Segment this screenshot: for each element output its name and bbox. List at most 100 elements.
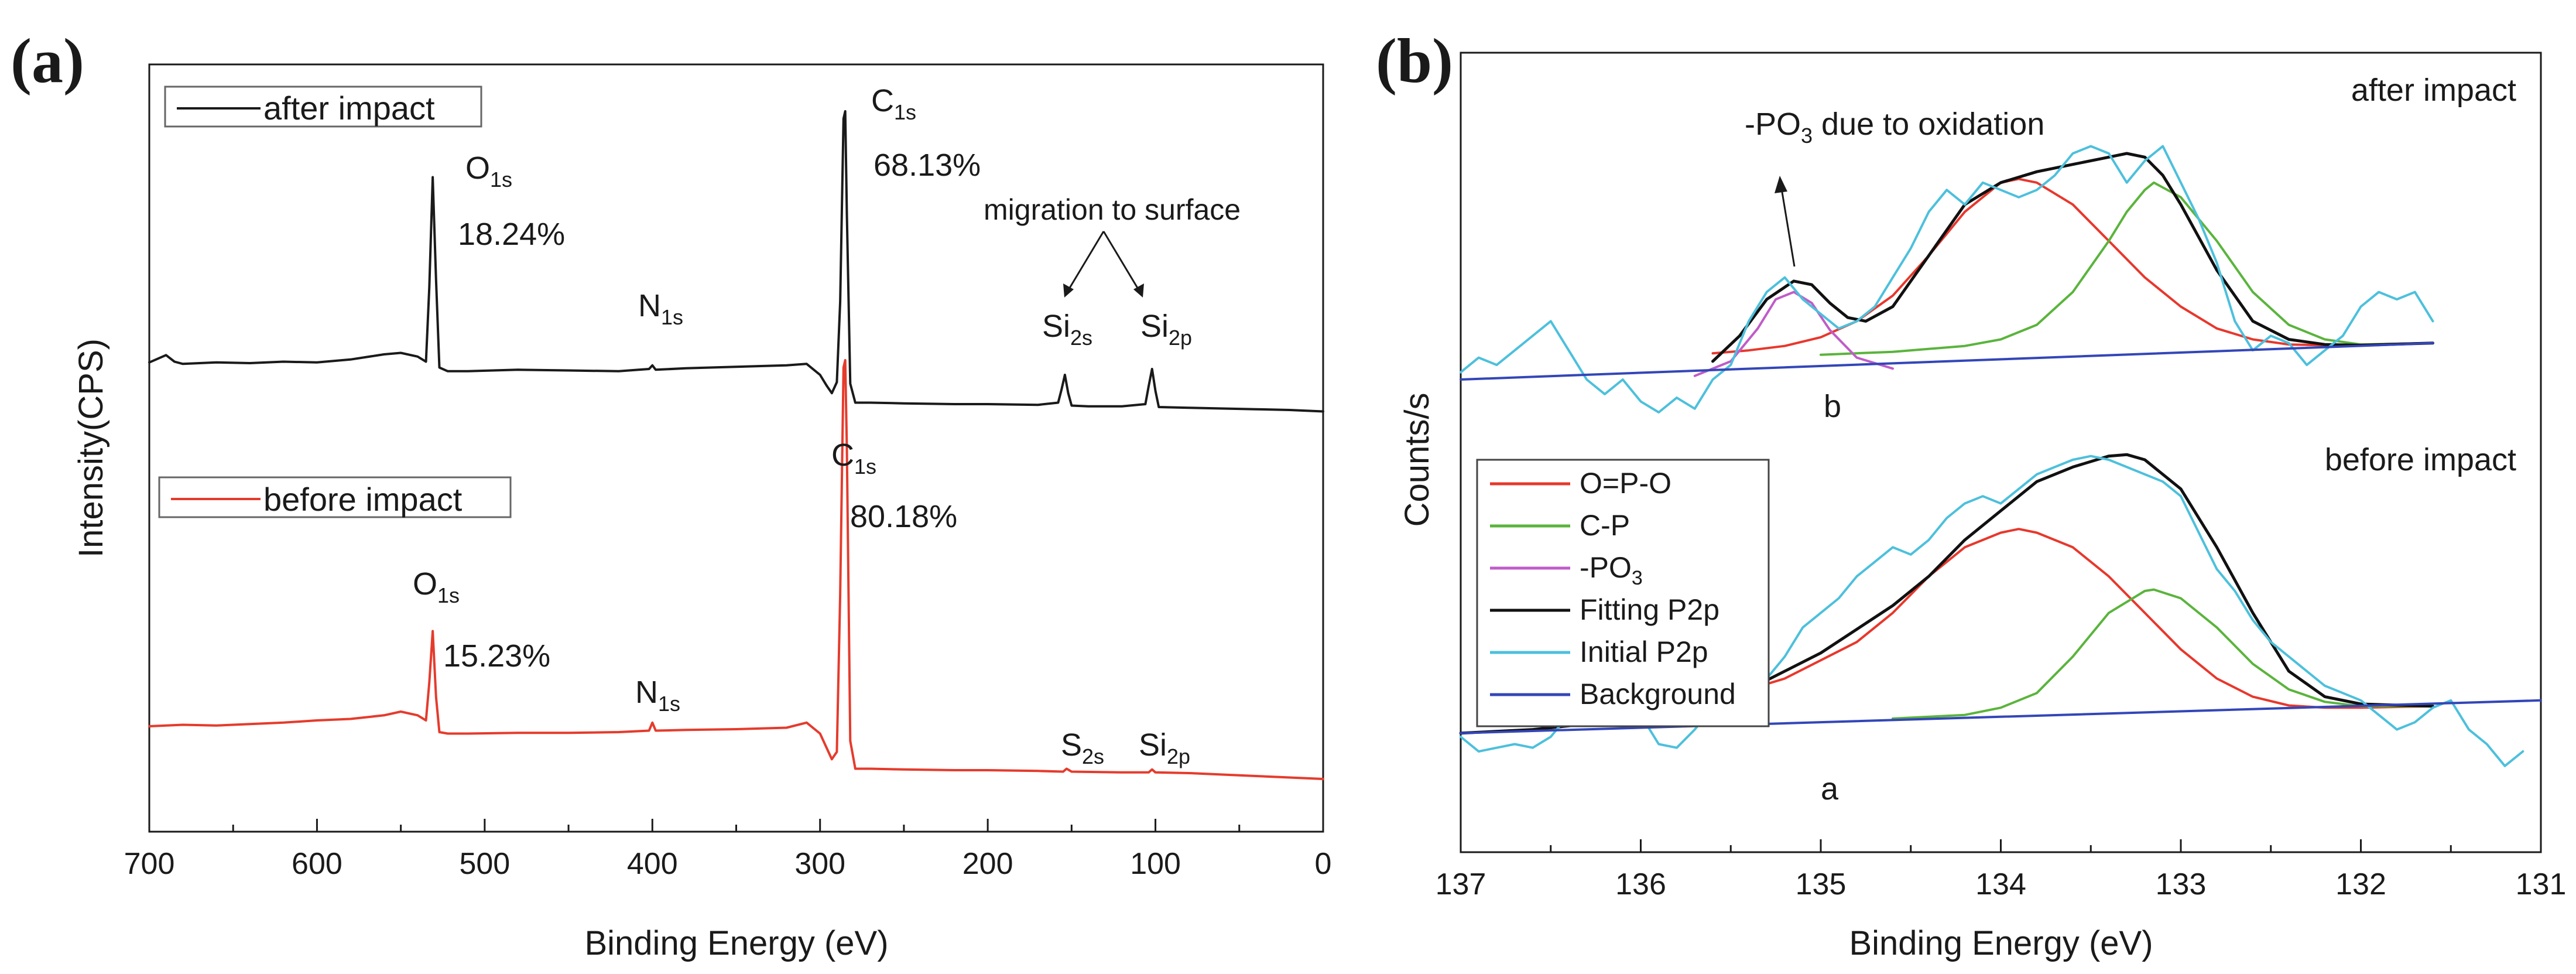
- legend-item-label: Background: [1580, 678, 1736, 710]
- migration-arrowhead-left: [1063, 283, 1074, 298]
- legend-item-text: Fitting P2p: [1580, 593, 1719, 626]
- chart-a-xtick-label: 200: [962, 847, 1013, 881]
- chart-a-ylabel: Intensity(CPS): [72, 339, 110, 558]
- chart-b-series-po3-after-impact: [1693, 291, 1894, 377]
- peak-label-si2p-after-sub: 2p: [1169, 326, 1192, 350]
- chart-a: 700 600 500 400 300 200 100 0 Binding Energy (e…: [72, 63, 1332, 962]
- chart-b-legend-box: [1476, 459, 1770, 727]
- oxidation-arrowhead: [1775, 176, 1787, 193]
- peak-label-o1s-before-main: O: [413, 566, 437, 602]
- peak-label-n1s-before: N1s: [635, 675, 680, 716]
- chart-a-xtick-label: 400: [627, 847, 678, 881]
- peak-label-si2p-before-main: Si: [1139, 727, 1167, 763]
- chart-a-xtick-label: 500: [459, 847, 510, 881]
- legend-item-text: O=P-O: [1580, 467, 1671, 500]
- panel-a-label: (a): [11, 26, 84, 96]
- legend-item-label: Initial P2p: [1580, 635, 1708, 668]
- chart-b-series-o-p-o-after-impact: [1711, 177, 2434, 355]
- oxidation-arrow: [1780, 188, 1796, 267]
- chart-a-xtick-label: 700: [124, 847, 175, 881]
- peak-label-si2p-after: Si2p: [1140, 309, 1192, 350]
- peak-value-o1s-after: 18.24%: [458, 217, 565, 252]
- legend-item-label: C-P: [1580, 509, 1630, 542]
- peak-label-c1s-before-sub: 1s: [854, 454, 876, 479]
- oxidation-annotation-suffix: due to oxidation: [1813, 107, 2044, 142]
- peak-label-s2s-before: S2s: [1061, 727, 1104, 768]
- legend-item-label: -PO3: [1580, 551, 1643, 589]
- chart-b-series-background-after-impact: [1460, 341, 2434, 381]
- migration-arrow-right: [1102, 231, 1140, 291]
- peak-label-c1s-before-main: C: [831, 438, 854, 473]
- peak-value-o1s-before: 15.23%: [443, 638, 550, 674]
- chart-b-xtick-label: 134: [1975, 867, 2026, 901]
- panel-b-label: (b): [1376, 26, 1453, 96]
- chart-a-series: [148, 110, 1324, 780]
- chart-b-xtick-label: 136: [1615, 867, 1666, 901]
- chart-a-xtick-label: 100: [1130, 847, 1181, 881]
- peak-label-si2s-after-sub: 2s: [1070, 326, 1092, 350]
- chart-a-xtick-label: 0: [1315, 847, 1332, 881]
- chart-a-frame: [148, 63, 1324, 833]
- legend-label-before: before impact: [263, 481, 463, 518]
- chart-b-legend-items: O=P-O C-P -PO3 Fitting P2p Initial P2p Backgr…: [1490, 467, 1736, 710]
- chart-a-series-before-impact: [148, 359, 1324, 780]
- chart-b-xtick-label: 131: [2516, 867, 2567, 901]
- peak-label-o1s-after-sub: 1s: [490, 168, 512, 192]
- peak-label-c1s-before: C1s: [831, 438, 876, 479]
- peak-label-n1s-before-main: N: [635, 675, 658, 710]
- peak-label-si2p-after-main: Si: [1140, 309, 1169, 344]
- migration-label: migration to surface: [984, 193, 1241, 226]
- peak-value-c1s-before: 80.18%: [850, 499, 957, 534]
- peak-label-s2s-before-main: S: [1061, 727, 1082, 763]
- peak-label-n1s-after-main: N: [638, 288, 661, 323]
- peak-label-n1s-after-sub: 1s: [661, 305, 683, 329]
- peak-label-s2s-before-sub: 2s: [1082, 744, 1104, 768]
- oxidation-annotation-main: -PO: [1745, 107, 1801, 142]
- chart-b-xlabel: Binding Energy (eV): [1849, 924, 2153, 962]
- legend-item-label: Fitting P2p: [1580, 593, 1719, 626]
- peak-value-c1s-after: 68.13%: [873, 148, 981, 183]
- chart-b-xtick-label: 132: [2335, 867, 2386, 901]
- legend-item-text: C-P: [1580, 509, 1630, 542]
- peak-label-si2p-before-sub: 2p: [1167, 744, 1190, 768]
- chart-b-series-c-p-after-impact: [1820, 181, 2434, 356]
- curve-label-b: b: [1824, 389, 1841, 424]
- chart-a-x-ticks: 700 600 500 400 300 200 100 0: [124, 819, 1332, 881]
- peak-label-n1s-after: N1s: [638, 288, 683, 329]
- legend-box-before: [158, 476, 512, 518]
- legend-label-after: after impact: [263, 90, 435, 127]
- chart-a-legend-before: before impact: [158, 476, 512, 518]
- peak-label-c1s-after-sub: 1s: [894, 100, 916, 124]
- chart-b-xtick-label: 135: [1796, 867, 1847, 901]
- legend-item-text: Background: [1580, 678, 1736, 710]
- chart-a-series-after-impact: [148, 110, 1324, 413]
- peak-label-o1s-before-sub: 1s: [437, 583, 460, 607]
- curve-label-a: a: [1821, 771, 1839, 806]
- oxidation-annotation: -PO3 due to oxidation: [1745, 107, 2044, 148]
- peak-label-c1s-after-main: C: [871, 83, 894, 118]
- chart-b-legend: O=P-O C-P -PO3 Fitting P2p Initial P2p Backgr…: [1476, 459, 1770, 727]
- legend-item-text: Initial P2p: [1580, 635, 1708, 668]
- chart-b-series: [1459, 145, 2542, 767]
- chart-b-xtick-label: 137: [1436, 867, 1486, 901]
- group-label-after: after impact: [2351, 73, 2516, 108]
- chart-b-series-fitting-p2p-after-impact: [1711, 152, 2434, 363]
- peak-label-o1s-after-main: O: [465, 151, 490, 186]
- peak-label-n1s-before-sub: 1s: [658, 692, 680, 716]
- chart-b-series-c-p-before-impact: [1892, 588, 2434, 720]
- migration-arrow-left: [1067, 231, 1105, 291]
- chart-a-xlabel: Binding Energy (eV): [584, 924, 888, 962]
- legend-item-label: O=P-O: [1580, 467, 1671, 500]
- chart-a-xtick-label: 300: [794, 847, 845, 881]
- chart-b-xtick-label: 133: [2156, 867, 2207, 901]
- peak-label-si2s-after: Si2s: [1042, 309, 1092, 350]
- peak-label-c1s-after: C1s: [871, 83, 916, 124]
- migration-arrowhead-right: [1133, 283, 1144, 298]
- peak-label-si2s-after-main: Si: [1042, 309, 1070, 344]
- chart-b-x-ticks: 137 136 135 134 133 132 131: [1436, 839, 2567, 901]
- chart-b-ylabel: Counts/s: [1398, 393, 1436, 527]
- legend-box-after: [164, 86, 482, 128]
- chart-a-legend-after: after impact: [164, 86, 482, 128]
- chart-b-series-initial-p2p-after-impact: [1460, 145, 2434, 413]
